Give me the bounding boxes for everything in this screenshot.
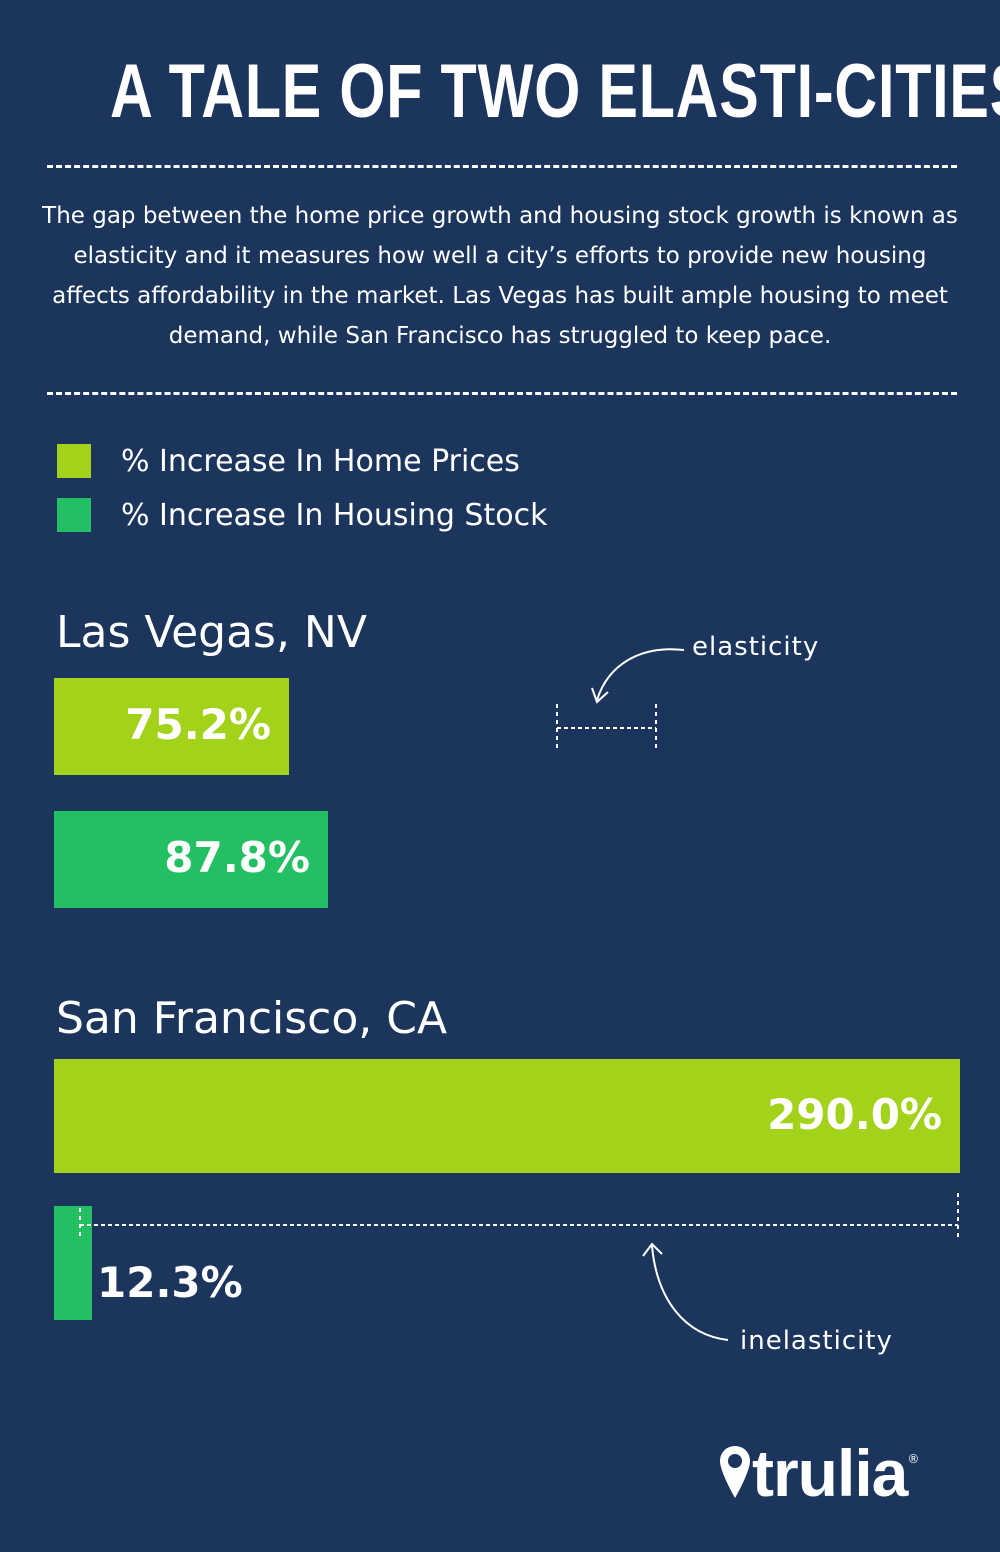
legend-label-housing-stock: % Increase In Housing Stock	[121, 497, 548, 533]
description: The gap between the home price growth an…	[42, 203, 958, 349]
legend-item-home-prices: % Increase In Home Prices	[57, 443, 520, 479]
legend-swatch-home-prices	[57, 444, 91, 478]
bottom-divider	[47, 392, 957, 395]
data-label-las-vegas-home-prices: 75.2%	[125, 700, 271, 749]
registered-mark: ®	[907, 1452, 920, 1466]
inelasticity-arrow	[651, 1245, 729, 1341]
legend-label-home-prices: % Increase In Home Prices	[121, 443, 520, 479]
trulia-logo: trulia ®	[718, 1438, 919, 1508]
bar-las-vegas-home-prices	[54, 678, 289, 775]
bar-san-francisco-housing-stock	[54, 1206, 92, 1320]
data-label-las-vegas-housing-stock: 87.8%	[164, 833, 310, 882]
chart-title-san-francisco: San Francisco, CA	[56, 993, 448, 1044]
top-divider	[47, 165, 957, 168]
data-label-san-francisco-home-prices: 290.0%	[767, 1090, 942, 1139]
elasticity-arrowhead	[591, 687, 609, 704]
legend-swatch-housing-stock	[57, 498, 91, 532]
data-label-san-francisco-housing-stock: 12.3%	[97, 1258, 243, 1307]
bar-san-francisco-home-prices	[54, 1059, 960, 1173]
elasticity-arrow	[596, 648, 685, 701]
inelasticity-arrowhead	[642, 1242, 663, 1257]
legend-item-housing-stock: % Increase In Housing Stock	[57, 497, 547, 533]
location-pin-icon	[720, 1446, 750, 1498]
logo-wordmark: trulia	[752, 1436, 908, 1510]
page-title: A TALE OF TWO ELASTI-CITIES	[110, 49, 1000, 134]
annotation-inelasticity: inelasticity	[740, 1326, 893, 1356]
chart-title-las-vegas: Las Vegas, NV	[56, 607, 367, 658]
bar-las-vegas-housing-stock	[54, 811, 328, 908]
annotation-elasticity: elasticity	[692, 632, 820, 662]
